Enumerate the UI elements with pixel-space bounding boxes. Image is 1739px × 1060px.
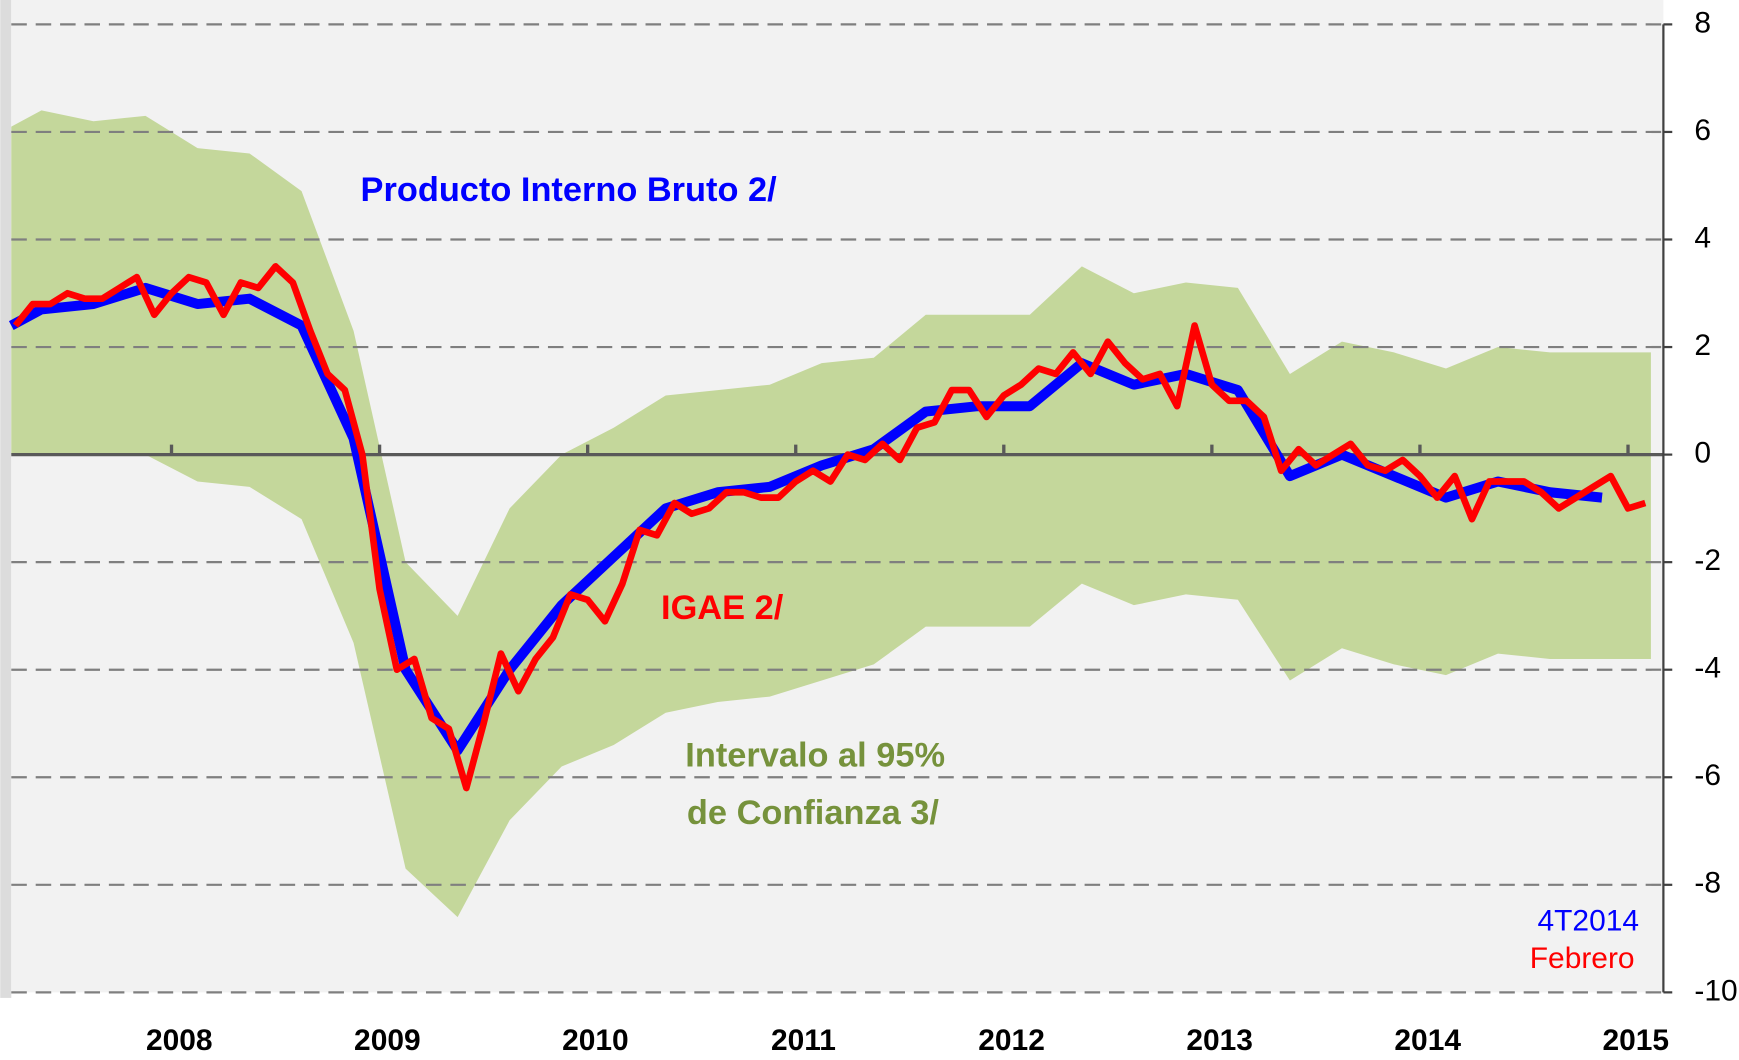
x-tick-label: 2011 [771,1024,836,1057]
y-tick-label: -2 [1694,544,1721,577]
y-tick-label: -4 [1694,652,1721,685]
annotation: 4T2014 [1538,904,1639,937]
y-tick-label: 6 [1694,114,1711,147]
annotation: Febrero [1530,942,1635,975]
y-tick-label: 8 [1694,6,1711,39]
band-label: Intervalo al 95% [685,736,945,774]
y-tick-label: -10 [1694,974,1737,1007]
x-tick-label: 2008 [146,1024,213,1057]
y-tick-label: 4 [1694,221,1711,254]
x-tick-label: 2010 [562,1024,629,1057]
left-strip [0,0,12,998]
y-tick-label: -6 [1694,759,1721,792]
series-label: IGAE 2/ [661,589,784,627]
y-tick-label: 0 [1694,437,1711,470]
y-tick-label: 2 [1694,329,1711,362]
x-tick-label: 2015 [1602,1024,1669,1057]
confidence-band [11,110,1651,918]
x-tick-label: 2013 [1186,1024,1253,1057]
x-tick-label: 2014 [1394,1024,1461,1057]
y-tick-label: -8 [1694,867,1721,900]
band-label: de Confianza 3/ [687,794,939,832]
x-tick-label: 2009 [354,1024,421,1057]
x-tick-label: 2012 [978,1024,1045,1057]
series-label: Producto Interno Bruto 2/ [361,171,778,209]
series-line [12,263,1647,792]
